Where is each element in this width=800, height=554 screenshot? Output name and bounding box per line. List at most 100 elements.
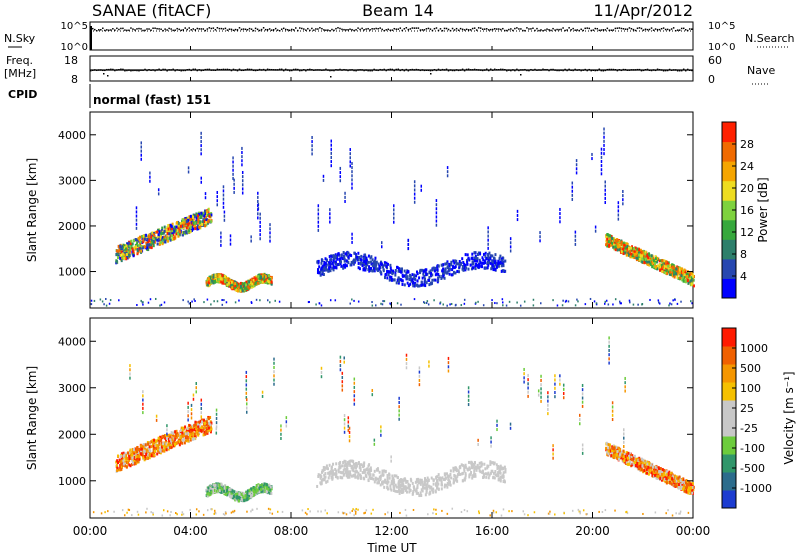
noise-point bbox=[524, 29, 526, 32]
scatter-cell bbox=[654, 257, 657, 261]
scatter-cell bbox=[643, 254, 646, 258]
scatter-cell bbox=[205, 420, 208, 424]
freq-point bbox=[594, 69, 597, 72]
scatter-cell bbox=[389, 270, 392, 274]
noise-point bbox=[297, 29, 299, 32]
scatter-cell bbox=[118, 248, 121, 252]
streak-cell bbox=[393, 208, 395, 212]
scatter-cell bbox=[361, 261, 364, 265]
colorbar-tick-label: 28 bbox=[740, 138, 754, 151]
scatter-cell bbox=[626, 244, 629, 248]
freq-point bbox=[142, 69, 144, 72]
scatter-cell bbox=[143, 454, 146, 458]
scatter-cell bbox=[141, 452, 144, 456]
noise-point bbox=[264, 28, 267, 31]
streak-cell bbox=[435, 219, 438, 223]
cpid-label: CPID bbox=[8, 88, 37, 101]
scatter-cell bbox=[646, 254, 649, 258]
scatter-cell bbox=[116, 468, 119, 472]
scatter-cell bbox=[240, 497, 243, 501]
noise-point bbox=[425, 28, 428, 30]
ground-cell bbox=[194, 299, 196, 302]
scatter-cell bbox=[322, 273, 325, 277]
scatter-cell bbox=[120, 459, 123, 463]
scatter-cell bbox=[426, 479, 429, 483]
scatter-cell bbox=[332, 265, 335, 269]
noise-point bbox=[540, 29, 542, 31]
scatter-cell bbox=[123, 460, 126, 464]
scatter-cell bbox=[157, 436, 160, 440]
ground-cell bbox=[641, 303, 644, 306]
scatter-cell bbox=[263, 279, 266, 283]
streak-cell bbox=[223, 214, 226, 218]
scatter-cell bbox=[119, 465, 122, 469]
noise-point bbox=[262, 27, 265, 29]
scatter-cell bbox=[148, 456, 151, 460]
scatter-cell bbox=[202, 211, 205, 215]
streak-cell bbox=[140, 153, 143, 157]
scatter-cell bbox=[627, 247, 630, 251]
scatter-cell bbox=[497, 262, 500, 266]
scatter-cell bbox=[665, 262, 668, 266]
scatter-cell bbox=[122, 462, 125, 466]
scatter-cell bbox=[434, 266, 437, 270]
noise-point bbox=[138, 27, 140, 30]
scatter-cell bbox=[125, 244, 128, 248]
freq-point bbox=[200, 69, 203, 72]
streak-cell bbox=[269, 231, 271, 235]
streak-cell bbox=[222, 201, 225, 205]
freq-point bbox=[457, 69, 460, 72]
scatter-cell bbox=[267, 485, 270, 489]
scatter-cell bbox=[159, 451, 162, 455]
freq-point bbox=[116, 69, 118, 71]
noise-point bbox=[351, 28, 353, 31]
freq-point bbox=[160, 69, 162, 72]
freq-point bbox=[572, 69, 574, 72]
scatter-cell bbox=[207, 281, 210, 285]
scatter-cell bbox=[131, 453, 134, 457]
scatter-cell bbox=[252, 281, 255, 285]
scatter-cell bbox=[163, 229, 166, 233]
noise-point bbox=[126, 29, 128, 32]
ground-cell bbox=[351, 298, 353, 301]
noise-point bbox=[160, 28, 162, 31]
scatter-cell bbox=[378, 264, 381, 268]
noise-point bbox=[560, 28, 562, 31]
freq-point bbox=[295, 68, 297, 71]
noise-point bbox=[465, 28, 468, 31]
scatter-cell bbox=[136, 244, 139, 248]
scatter-cell bbox=[392, 269, 395, 273]
streak-cell bbox=[516, 218, 519, 222]
scatter-cell bbox=[171, 438, 174, 442]
scatter-cell bbox=[676, 269, 679, 273]
ground-cell bbox=[390, 303, 392, 306]
scatter-cell bbox=[245, 493, 248, 497]
scatter-cell bbox=[206, 430, 209, 434]
noise-point bbox=[630, 27, 633, 30]
scatter-cell bbox=[260, 488, 263, 492]
scatter-cell bbox=[253, 284, 256, 288]
noise-point bbox=[192, 28, 195, 30]
scatter-cell bbox=[204, 420, 207, 424]
scatter-cell bbox=[155, 439, 158, 443]
scatter-cell bbox=[332, 264, 335, 268]
ground-cell bbox=[109, 299, 112, 302]
scatter-cell bbox=[639, 248, 642, 252]
scatter-cell bbox=[384, 272, 387, 276]
noise-point bbox=[190, 29, 192, 31]
freq-point bbox=[301, 69, 303, 72]
noise-point bbox=[288, 29, 291, 32]
freq-point bbox=[620, 69, 623, 72]
scatter-cell bbox=[194, 214, 197, 218]
streak-cell bbox=[222, 205, 225, 209]
noise-point bbox=[170, 28, 172, 30]
scatter-cell bbox=[337, 262, 340, 266]
scatter-cell bbox=[407, 284, 410, 288]
scatter-cell bbox=[244, 286, 247, 290]
scatter-cell bbox=[161, 226, 164, 230]
scatter-cell bbox=[131, 458, 134, 462]
scatter-cell bbox=[320, 266, 323, 270]
scatter-cell bbox=[386, 477, 389, 481]
scatter-cell bbox=[245, 498, 248, 502]
noise-point bbox=[642, 29, 645, 31]
